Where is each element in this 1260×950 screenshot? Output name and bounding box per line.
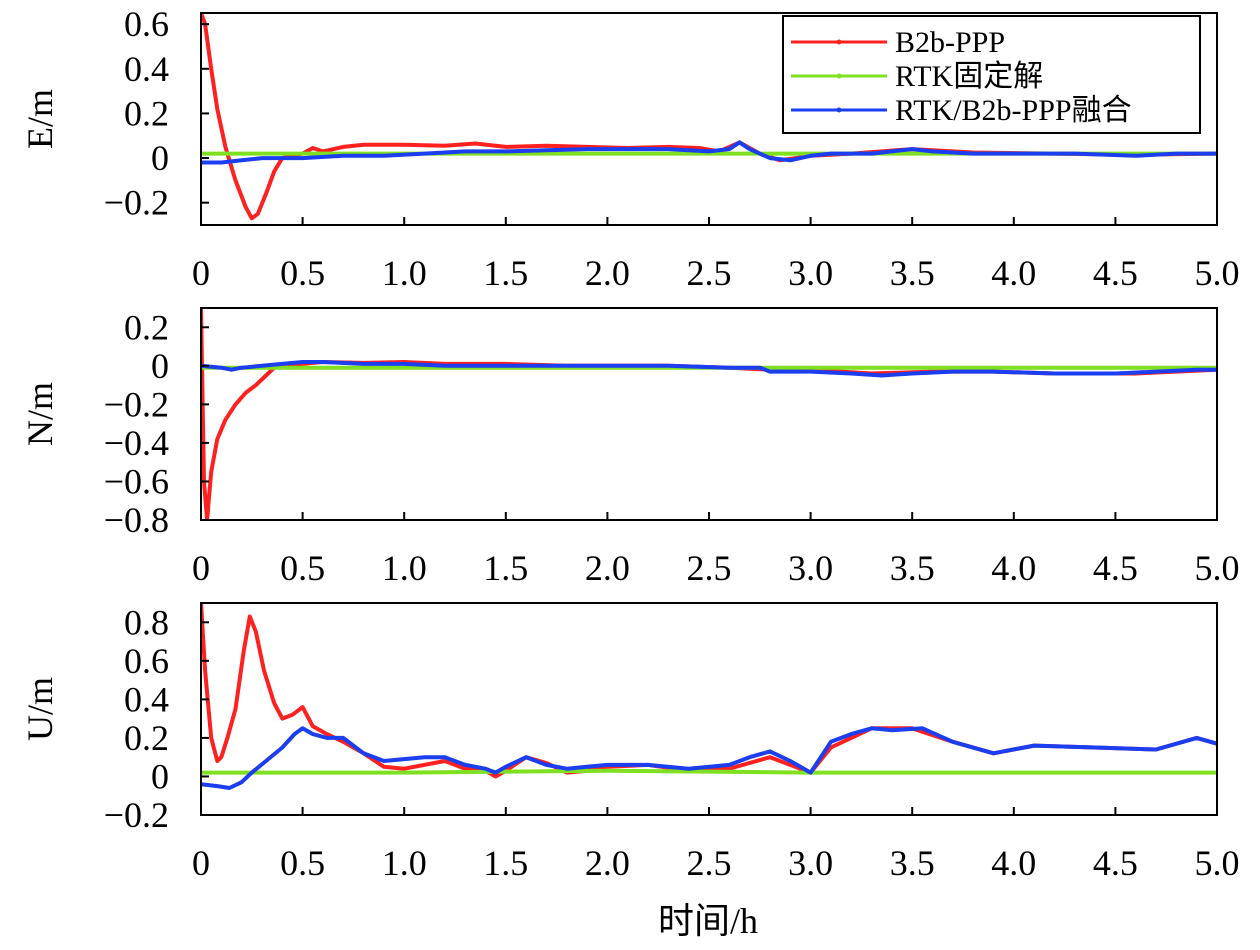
y-tick-label: 0.4 — [124, 49, 169, 89]
y-tick-label: 0.2 — [124, 93, 169, 133]
x-tick-label: 1.5 — [483, 843, 528, 883]
b2b-ppp-legend-label: B2b-PPP — [895, 26, 1005, 59]
plot-frame — [200, 307, 1218, 521]
y-axis-label: U/m — [20, 677, 60, 741]
y-tick-label: 0.2 — [124, 307, 169, 347]
y-tick-label: 0.8 — [124, 602, 169, 642]
x-tick-label: 5.0 — [1195, 253, 1240, 293]
y-tick-label: −0.4 — [104, 423, 169, 463]
rtk-b2b-ppp-legend-marker — [836, 107, 842, 113]
y-tick-label: 0.6 — [124, 4, 169, 44]
x-tick-label: 4.0 — [991, 843, 1036, 883]
y-axis-label: E/m — [20, 89, 60, 149]
y-tick-label: −0.8 — [104, 500, 169, 540]
y-tick-label: 0.6 — [124, 641, 169, 681]
y-tick-label: −0.6 — [104, 461, 169, 501]
x-tick-label: 5.0 — [1195, 548, 1240, 588]
x-tick-label: 1.0 — [382, 548, 427, 588]
rtk-b2b-ppp-series-line — [201, 140, 1217, 165]
x-tick-label: 3.5 — [890, 548, 935, 588]
x-tick-label: 4.5 — [1093, 843, 1138, 883]
x-tick-label: 2.0 — [585, 843, 630, 883]
y-tick-label: −0.2 — [104, 384, 169, 424]
x-tick-label: 0.5 — [280, 253, 325, 293]
x-tick-label: 1.0 — [382, 253, 427, 293]
x-tick-label: 3.5 — [890, 843, 935, 883]
rtk-series-line — [201, 768, 1217, 775]
x-tick-label: 3.5 — [890, 253, 935, 293]
rtk-b2b-ppp-series-line — [201, 726, 1217, 790]
rtk-b2b-ppp-series-line — [201, 360, 1217, 378]
x-tick-label: 1.5 — [483, 253, 528, 293]
b2b-ppp-series-line — [201, 308, 1217, 520]
x-tick-label: 2.0 — [585, 548, 630, 588]
x-tick-label: 4.0 — [991, 548, 1036, 588]
y-tick-label: −0.2 — [104, 795, 169, 835]
y-tick-label: 0 — [151, 138, 169, 178]
b2b-ppp-series-line — [201, 603, 1217, 779]
x-tick-label: 4.5 — [1093, 548, 1138, 588]
x-tick-label: 0 — [192, 253, 210, 293]
x-tick-label: 2.0 — [585, 253, 630, 293]
rtk-legend-marker — [836, 73, 842, 79]
n-m-panel: 0 0.5 1.0 1.5 2.0 2.5 3.0 3.5 4.0 4.5 5.00.20−0.2−… — [20, 307, 1240, 588]
plot-frame — [200, 602, 1218, 816]
x-tick-label: 2.5 — [687, 548, 732, 588]
x-tick-label: 0.5 — [280, 843, 325, 883]
x-tick-label: 1.5 — [483, 548, 528, 588]
b2b-ppp-legend-marker — [836, 39, 842, 45]
y-tick-label: 0.2 — [124, 718, 169, 758]
x-tick-label: 2.5 — [687, 843, 732, 883]
y-tick-label: −0.2 — [104, 183, 169, 223]
chart-panels: 0 0.5 1.0 1.5 2.0 2.5 3.0 3.5 4.0 4.5 5.00.60.40.2… — [20, 4, 1240, 883]
x-axis-label: 时间/h — [658, 901, 758, 941]
x-tick-label: 0 — [192, 548, 210, 588]
y-tick-label: 0 — [151, 346, 169, 386]
x-tick-label: 3.0 — [788, 548, 833, 588]
x-tick-label: 0 — [192, 843, 210, 883]
x-tick-label: 5.0 — [1195, 843, 1240, 883]
e-m-panel: 0 0.5 1.0 1.5 2.0 2.5 3.0 3.5 4.0 4.5 5.0 0.6 0.40.2… — [20, 4, 1240, 293]
x-tick-label: 4.0 — [991, 253, 1036, 293]
x-tick-label: 3.0 — [788, 253, 833, 293]
x-tick-label: 4.5 — [1093, 253, 1138, 293]
y-tick-label: 0 — [151, 756, 169, 796]
x-tick-label: 0.5 — [280, 548, 325, 588]
x-tick-label: 3.0 — [788, 843, 833, 883]
y-tick-label: 0.4 — [124, 679, 169, 719]
rtk-b2b-ppp-legend-label: RTK/B2b-PPP融合 — [895, 94, 1132, 127]
x-tick-label: 1.0 — [382, 843, 427, 883]
rtk-legend-label: RTK固定解 — [895, 60, 1043, 93]
y-axis-label: N/m — [20, 382, 60, 446]
x-tick-label: 2.5 — [687, 253, 732, 293]
u-m-panel: 0 0.5 1.0 1.5 2.0 2.5 3.0 3.5 4.0 4.5 5.0 0.80.60.4… — [20, 602, 1240, 883]
